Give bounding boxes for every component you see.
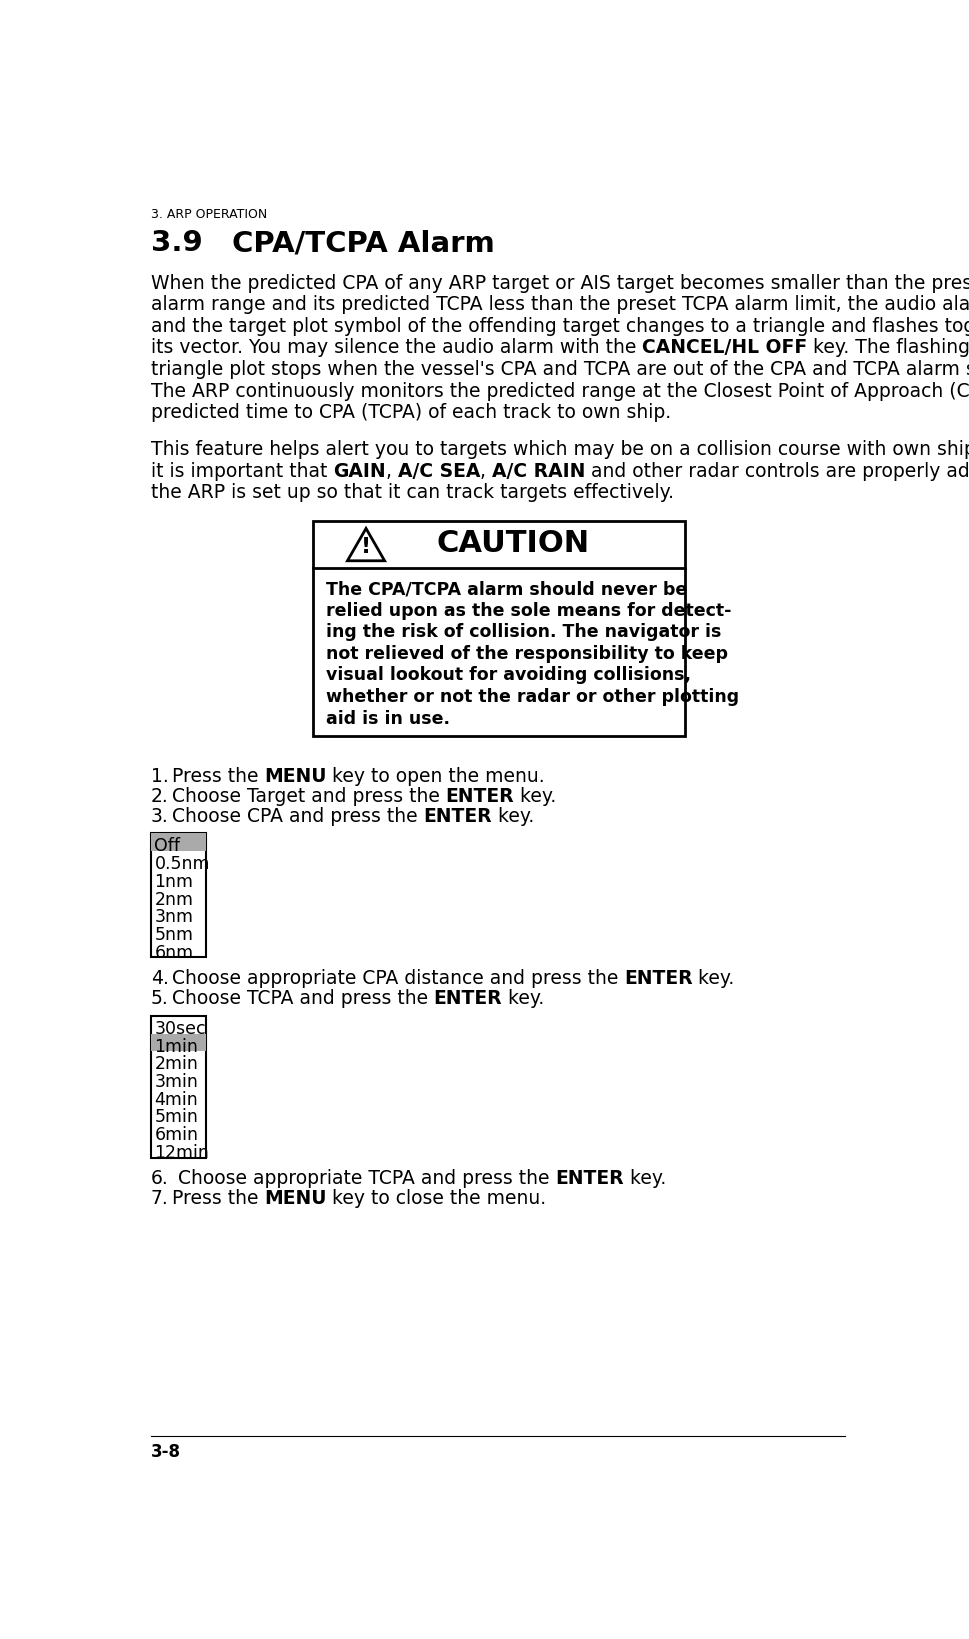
Text: Press the: Press the (172, 765, 264, 785)
Text: Choose Target and press the: Choose Target and press the (172, 787, 446, 805)
Text: predicted time to CPA (TCPA) of each track to own ship.: predicted time to CPA (TCPA) of each tra… (150, 403, 671, 421)
Text: and the target plot symbol of the offending target changes to a triangle and fla: and the target plot symbol of the offend… (150, 316, 969, 336)
Text: 3. ARP OPERATION: 3. ARP OPERATION (150, 208, 266, 220)
Text: ing the risk of collision. The navigator is: ing the risk of collision. The navigator… (326, 623, 721, 641)
Text: MENU: MENU (264, 1188, 327, 1208)
Text: 6.: 6. (150, 1169, 169, 1188)
Text: 4.: 4. (150, 969, 169, 988)
Text: 2nm: 2nm (154, 890, 194, 908)
Text: This feature helps alert you to targets which may be on a collision course with : This feature helps alert you to targets … (150, 439, 969, 459)
Text: 3-8: 3-8 (150, 1442, 180, 1460)
Text: ENTER: ENTER (423, 806, 491, 824)
Text: Choose appropriate CPA distance and press the: Choose appropriate CPA distance and pres… (172, 969, 624, 988)
Text: 3min: 3min (154, 1072, 199, 1090)
Bar (150, 1016, 206, 1157)
Text: 7.: 7. (150, 1188, 169, 1208)
Text: 6min: 6min (154, 1126, 199, 1144)
Text: CPA/TCPA Alarm: CPA/TCPA Alarm (232, 229, 495, 257)
Text: key. The flashing of the: key. The flashing of the (807, 338, 969, 357)
Text: triangle plot stops when the vessel's CPA and TCPA are out of the CPA and TCPA a: triangle plot stops when the vessel's CP… (150, 361, 969, 379)
Text: 12min: 12min (154, 1144, 209, 1160)
Text: ENTER: ENTER (555, 1169, 624, 1188)
Text: key to close the menu.: key to close the menu. (327, 1188, 547, 1208)
Text: 30sec: 30sec (154, 1019, 206, 1037)
Bar (150, 1034, 206, 1052)
Text: 3.9: 3.9 (150, 229, 203, 257)
Text: key.: key. (624, 1169, 666, 1188)
Text: whether or not the radar or other plotting: whether or not the radar or other plotti… (326, 688, 738, 706)
Bar (150, 834, 206, 957)
Text: Choose CPA and press the: Choose CPA and press the (172, 806, 423, 824)
Text: not relieved of the responsibility to keep: not relieved of the responsibility to ke… (326, 644, 728, 662)
Text: 5nm: 5nm (154, 926, 194, 944)
Text: CANCEL/HL OFF: CANCEL/HL OFF (641, 338, 807, 357)
Text: Press the: Press the (172, 1188, 264, 1208)
Text: When the predicted CPA of any ARP target or AIS target becomes smaller than the : When the predicted CPA of any ARP target… (150, 274, 969, 293)
Text: CAUTION: CAUTION (437, 529, 590, 559)
Text: A/C RAIN: A/C RAIN (492, 462, 585, 480)
Polygon shape (348, 529, 385, 562)
Text: ENTER: ENTER (446, 787, 514, 805)
Text: and other radar controls are properly adjusted and: and other radar controls are properly ad… (585, 462, 969, 480)
Text: ENTER: ENTER (433, 988, 502, 1008)
Text: key.: key. (514, 787, 556, 805)
Text: aid is in use.: aid is in use. (326, 710, 450, 728)
Text: 5.: 5. (150, 988, 169, 1008)
Text: visual lookout for avoiding collisions,: visual lookout for avoiding collisions, (326, 665, 691, 683)
Bar (313, 521, 685, 738)
Text: ENTER: ENTER (624, 969, 693, 988)
Text: ,: , (386, 462, 397, 480)
Text: the ARP is set up so that it can track targets effectively.: the ARP is set up so that it can track t… (150, 484, 673, 502)
Text: relied upon as the sole means for detect-: relied upon as the sole means for detect… (326, 602, 732, 620)
Text: 6nm: 6nm (154, 942, 194, 960)
Text: key.: key. (502, 988, 545, 1008)
Text: The ARP continuously monitors the predicted range at the Closest Point of Approa: The ARP continuously monitors the predic… (150, 382, 969, 400)
Text: 1min: 1min (154, 1037, 199, 1056)
Text: 5min: 5min (154, 1108, 199, 1126)
Text: Choose TCPA and press the: Choose TCPA and press the (172, 988, 433, 1008)
Text: !: ! (361, 538, 371, 557)
Text: key to open the menu.: key to open the menu. (327, 765, 546, 785)
Text: The CPA/TCPA alarm should never be: The CPA/TCPA alarm should never be (326, 580, 687, 598)
Text: 1nm: 1nm (154, 872, 194, 890)
Text: A/C SEA: A/C SEA (397, 462, 480, 480)
Text: ,: , (480, 462, 492, 480)
Text: alarm range and its predicted TCPA less than the preset TCPA alarm limit, the au: alarm range and its predicted TCPA less … (150, 295, 969, 315)
Text: its vector. You may silence the audio alarm with the: its vector. You may silence the audio al… (150, 338, 641, 357)
Text: Choose appropriate TCPA and press the: Choose appropriate TCPA and press the (172, 1169, 555, 1188)
Text: Off: Off (154, 838, 180, 856)
Text: it is important that: it is important that (150, 462, 333, 480)
Text: 3.: 3. (150, 806, 169, 824)
Bar (150, 834, 206, 852)
Text: GAIN: GAIN (333, 462, 386, 480)
Text: 0.5nm: 0.5nm (154, 854, 210, 872)
Text: 2min: 2min (154, 1056, 199, 1072)
Text: 2.: 2. (150, 787, 169, 805)
Text: key.: key. (491, 806, 534, 824)
Text: 3nm: 3nm (154, 908, 194, 926)
Text: MENU: MENU (264, 765, 327, 785)
Text: 4min: 4min (154, 1090, 199, 1108)
Text: key.: key. (693, 969, 735, 988)
Text: 1.: 1. (150, 765, 169, 785)
